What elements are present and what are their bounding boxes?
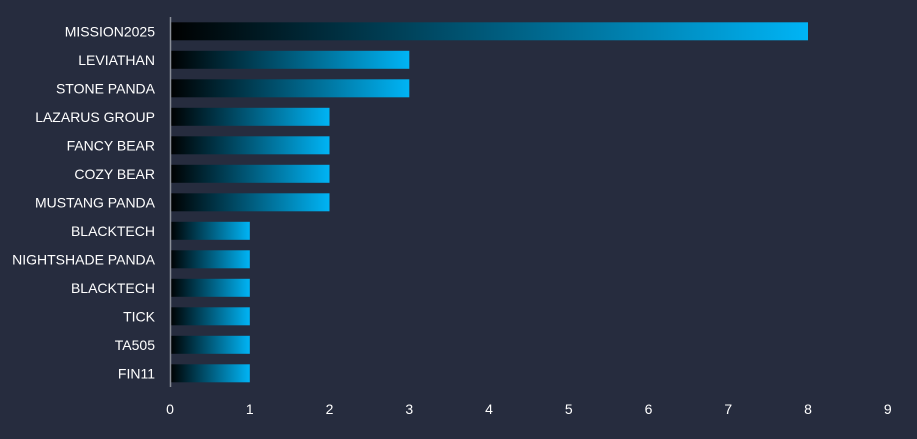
x-tick-label: 8 bbox=[804, 401, 812, 417]
x-tick-label: 6 bbox=[645, 401, 653, 417]
bar bbox=[170, 250, 250, 269]
bar bbox=[170, 193, 330, 212]
bar bbox=[170, 136, 330, 155]
bar bbox=[170, 22, 808, 41]
category-label: BLACKTECH bbox=[71, 280, 155, 296]
x-tick-label: 1 bbox=[246, 401, 254, 417]
x-tick-label: 7 bbox=[724, 401, 732, 417]
bar bbox=[170, 221, 250, 240]
category-label: MISSION2025 bbox=[65, 23, 155, 39]
category-label: STONE PANDA bbox=[56, 80, 156, 96]
x-tick-label: 0 bbox=[166, 401, 174, 417]
x-tick-label: 5 bbox=[565, 401, 573, 417]
category-label: FIN11 bbox=[118, 365, 155, 381]
category-label: COZY BEAR bbox=[74, 166, 155, 182]
bar bbox=[170, 50, 410, 69]
bar bbox=[170, 335, 250, 354]
bar bbox=[170, 164, 330, 183]
bars-group bbox=[170, 22, 808, 383]
category-label: BLACKTECH bbox=[71, 223, 155, 239]
x-tick-label: 9 bbox=[884, 401, 892, 417]
category-label: TICK bbox=[123, 308, 156, 324]
category-label: MUSTANG PANDA bbox=[35, 194, 156, 210]
bar bbox=[170, 364, 250, 383]
bar bbox=[170, 278, 250, 297]
x-tick-label: 2 bbox=[326, 401, 334, 417]
bar bbox=[170, 307, 250, 326]
category-label: NIGHTSHADE PANDA bbox=[12, 251, 156, 267]
x-tick-label: 3 bbox=[405, 401, 413, 417]
bar bbox=[170, 79, 410, 98]
category-label: LAZARUS GROUP bbox=[35, 109, 155, 125]
category-labels: MISSION2025 LEVIATHAN STONE PANDA LAZARUS G… bbox=[12, 23, 156, 381]
category-label: FANCY BEAR bbox=[67, 137, 155, 153]
x-tick-label: 4 bbox=[485, 401, 493, 417]
x-axis-ticks: 0 1 2 3 4 5 6 7 8 9 bbox=[166, 401, 892, 417]
category-label: LEVIATHAN bbox=[78, 52, 155, 68]
bar bbox=[170, 107, 330, 126]
category-label: TA505 bbox=[115, 337, 155, 353]
